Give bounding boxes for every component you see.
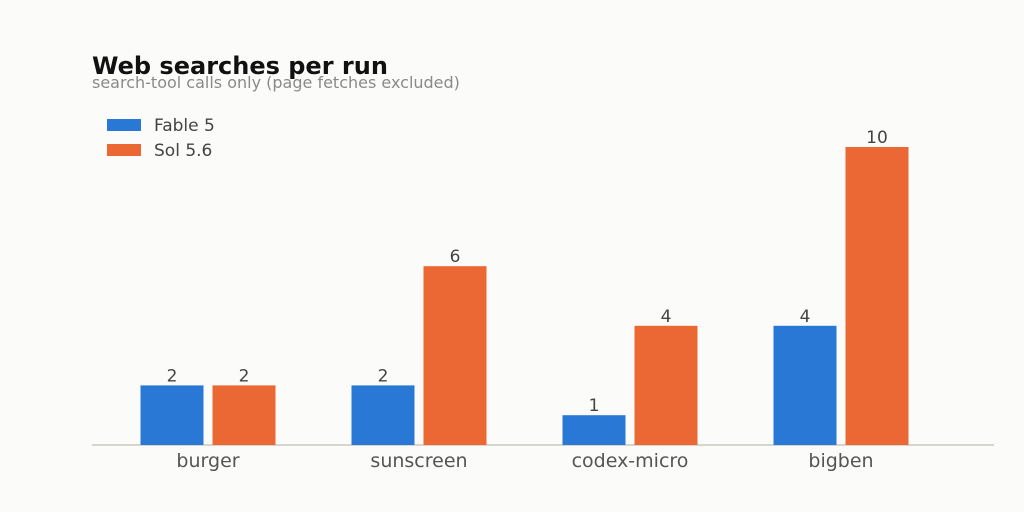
chart-title: Web searches per run bbox=[92, 52, 388, 80]
data-label: 4 bbox=[661, 307, 672, 327]
bar-fable-5-bigben bbox=[773, 325, 837, 445]
legend-swatch bbox=[107, 119, 141, 131]
bar-sol-5-6-burger bbox=[212, 385, 276, 445]
data-label: 4 bbox=[800, 307, 811, 327]
legend-swatch bbox=[107, 144, 141, 156]
legend-label: Sol 5.6 bbox=[154, 141, 212, 161]
bar-fable-5-sunscreen bbox=[351, 385, 415, 445]
data-label: 6 bbox=[450, 247, 461, 267]
data-label: 2 bbox=[167, 366, 178, 386]
bar-fable-5-burger bbox=[140, 385, 204, 445]
bar-sol-5-6-sunscreen bbox=[423, 266, 487, 445]
data-label: 10 bbox=[866, 128, 888, 148]
x-tick-label: burger bbox=[176, 450, 239, 472]
data-label: 2 bbox=[239, 366, 250, 386]
data-label: 1 bbox=[589, 396, 600, 416]
data-label: 2 bbox=[378, 366, 389, 386]
bar-fable-5-codex-micro bbox=[562, 415, 626, 445]
bar-sol-5-6-bigben bbox=[845, 147, 909, 445]
chart-subtitle: search-tool calls only (page fetches exc… bbox=[92, 73, 460, 92]
bar-sol-5-6-codex-micro bbox=[634, 325, 698, 445]
x-tick-label: sunscreen bbox=[370, 450, 467, 472]
x-tick-label: bigben bbox=[808, 450, 873, 472]
x-tick-label: codex-micro bbox=[572, 450, 689, 472]
legend-label: Fable 5 bbox=[154, 116, 215, 136]
